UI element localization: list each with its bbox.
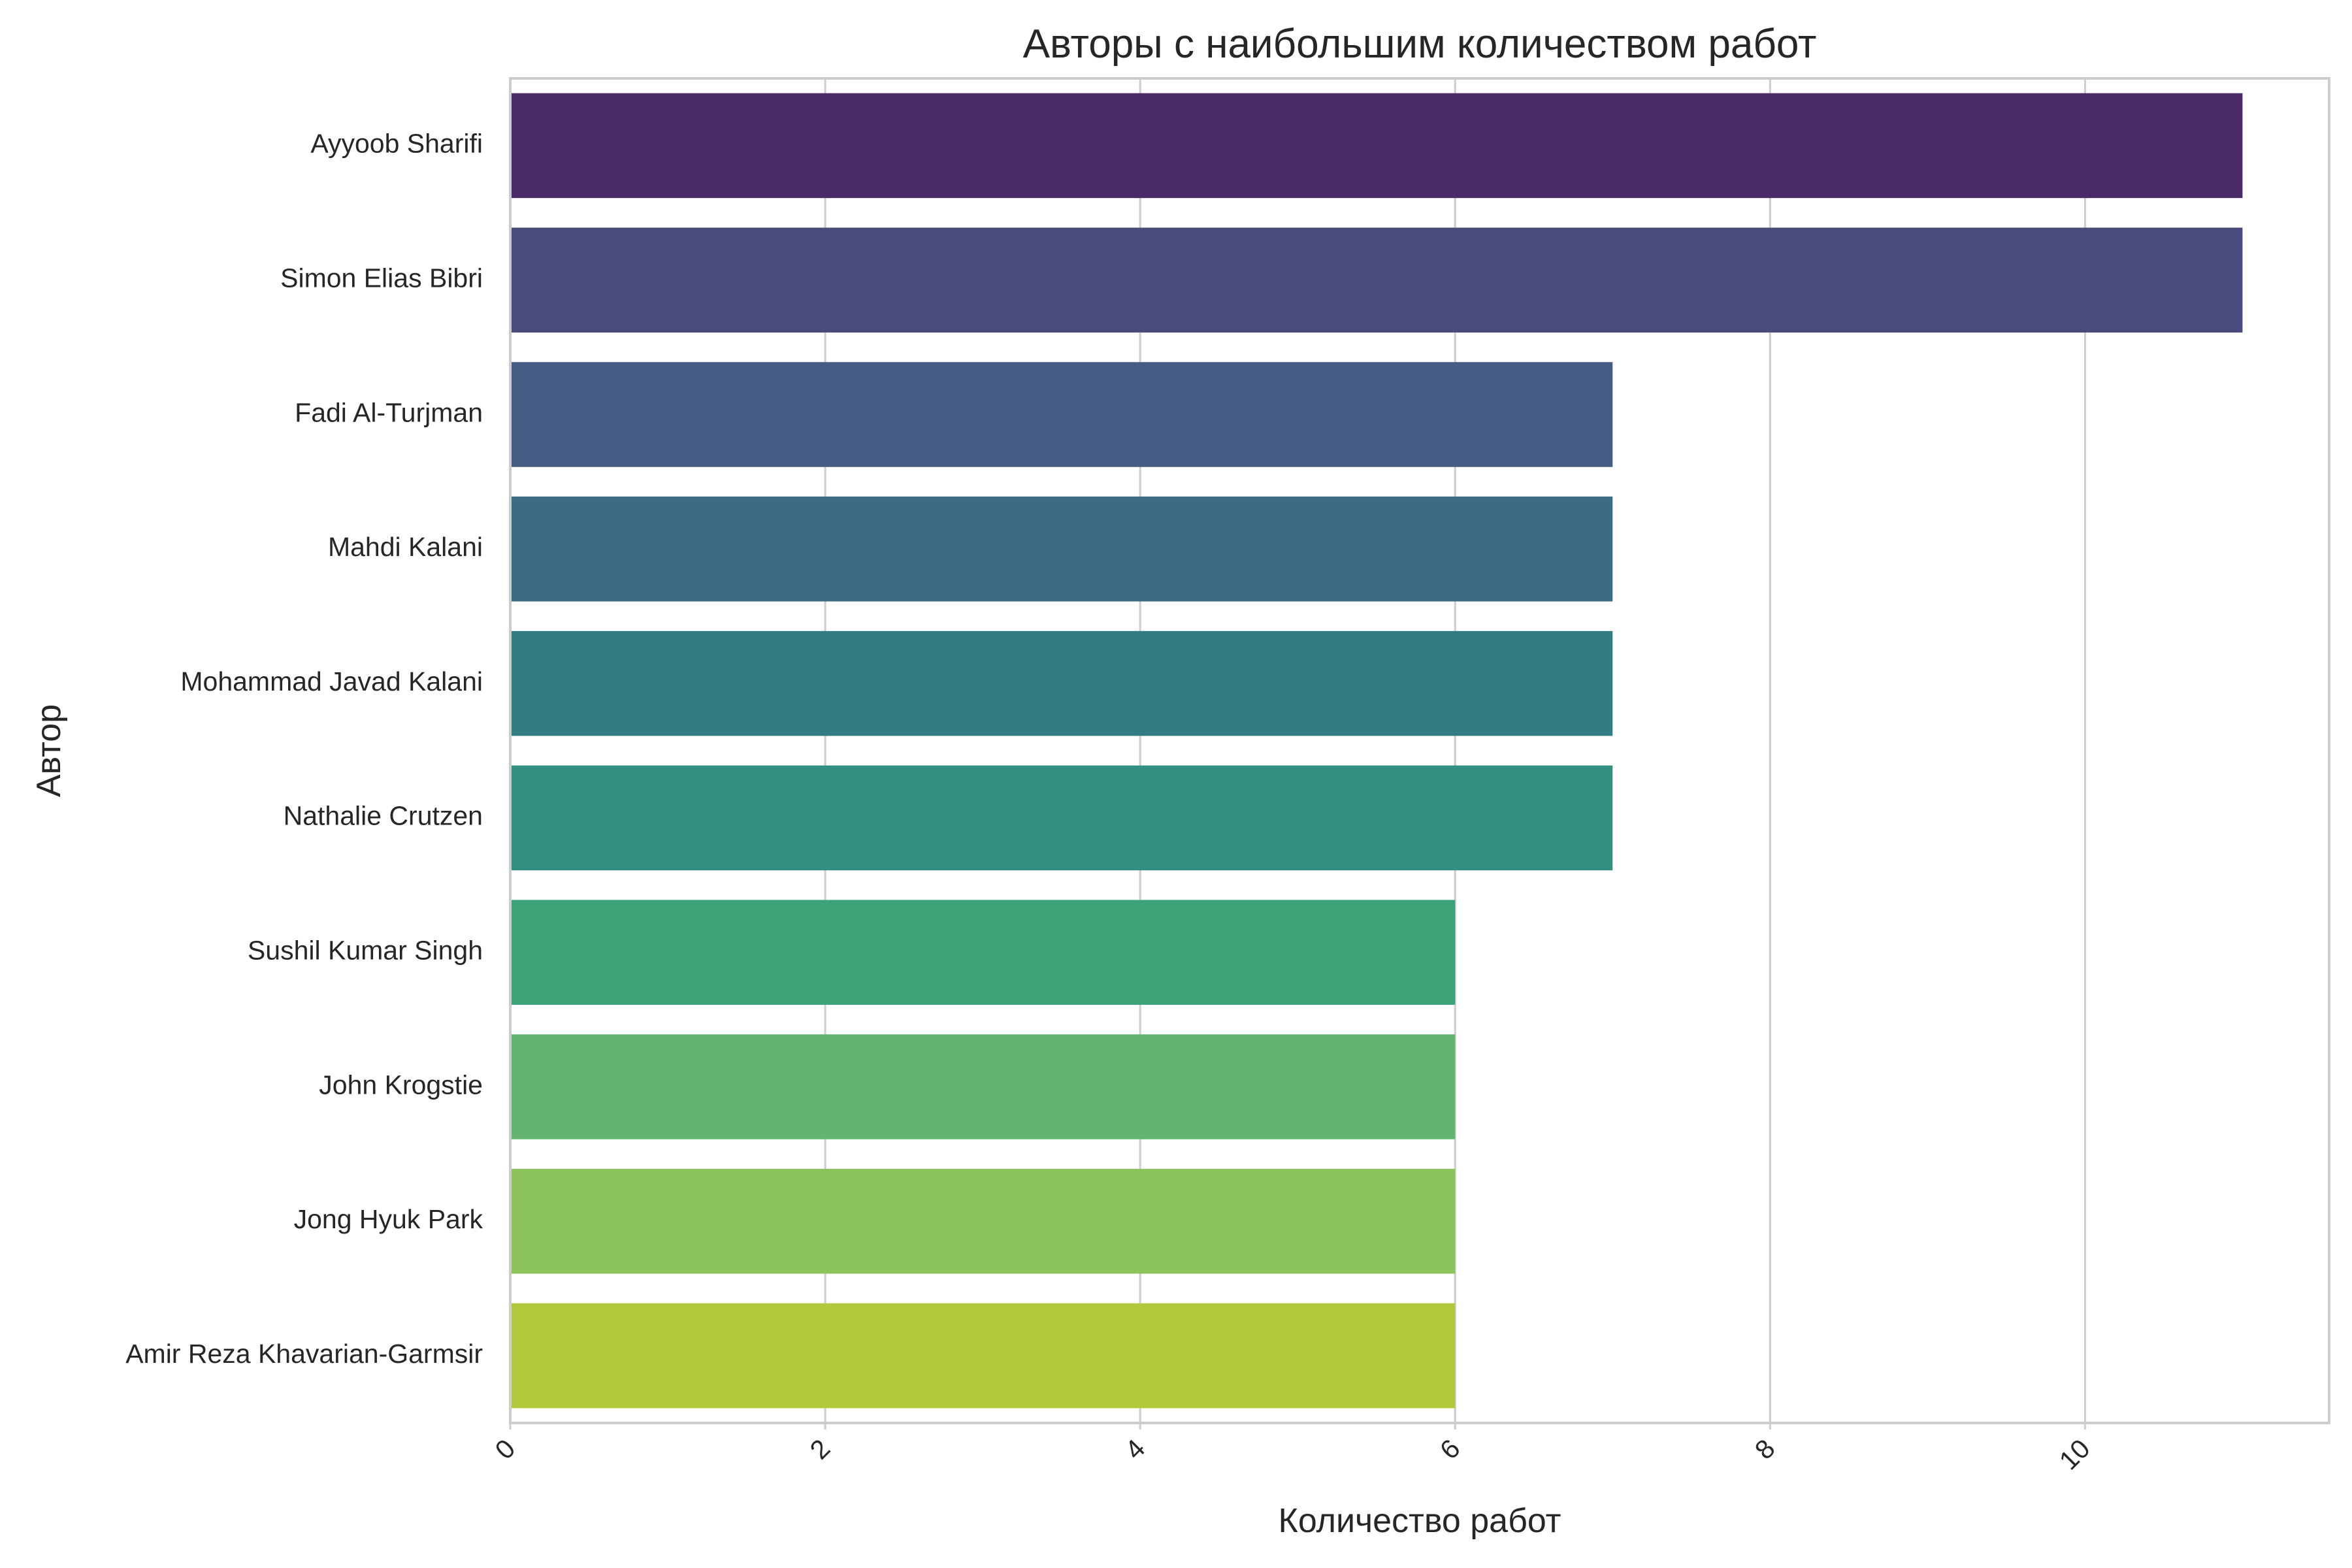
chart-title: Авторы с наибольшим количеством работ xyxy=(1023,22,1817,67)
x-tick-label: 10 xyxy=(2053,1433,2096,1476)
x-tick-label: 6 xyxy=(1434,1433,1466,1465)
y-axis-label: Автор xyxy=(30,704,68,797)
y-tick-label: Amir Reza Khavarian-Garmsir xyxy=(125,1339,483,1369)
bar xyxy=(510,362,1613,467)
x-tick-label: 2 xyxy=(804,1433,836,1465)
x-tick-label: 4 xyxy=(1119,1433,1151,1465)
bar xyxy=(510,1169,1456,1274)
bar xyxy=(510,93,2243,199)
y-tick-label: Sushil Kumar Singh xyxy=(248,936,483,966)
y-tick-label: Simon Elias Bibri xyxy=(280,263,483,293)
x-axis-label: Количество работ xyxy=(1279,1502,1561,1540)
y-tick-label: Jong Hyuk Park xyxy=(294,1204,483,1234)
bar xyxy=(510,630,1613,736)
bars-layer xyxy=(510,93,2243,1409)
x-tick-label: 0 xyxy=(489,1433,521,1465)
bar xyxy=(510,497,1613,602)
y-tick-label: Mohammad Javad Kalani xyxy=(180,666,483,696)
x-tick-label: 8 xyxy=(1749,1433,1781,1465)
x-tick-labels: 0 2 4 6 8 10 xyxy=(489,1423,2096,1476)
bar xyxy=(510,765,1613,871)
y-tick-label: John Krogstie xyxy=(319,1070,483,1100)
bar xyxy=(510,1303,1456,1409)
y-tick-labels: Ayyoob Sharifi Simon Elias Bibri Fadi Al-T… xyxy=(125,129,483,1369)
bar xyxy=(510,900,1456,1005)
bar xyxy=(510,227,2243,333)
y-tick-label: Fadi Al-Turjman xyxy=(295,397,483,427)
bar xyxy=(510,1034,1456,1139)
y-tick-label: Nathalie Crutzen xyxy=(284,801,483,831)
y-tick-label: Ayyoob Sharifi xyxy=(310,129,483,159)
plot-frame xyxy=(509,77,2330,1424)
y-tick-label: Mahdi Kalani xyxy=(328,532,483,562)
